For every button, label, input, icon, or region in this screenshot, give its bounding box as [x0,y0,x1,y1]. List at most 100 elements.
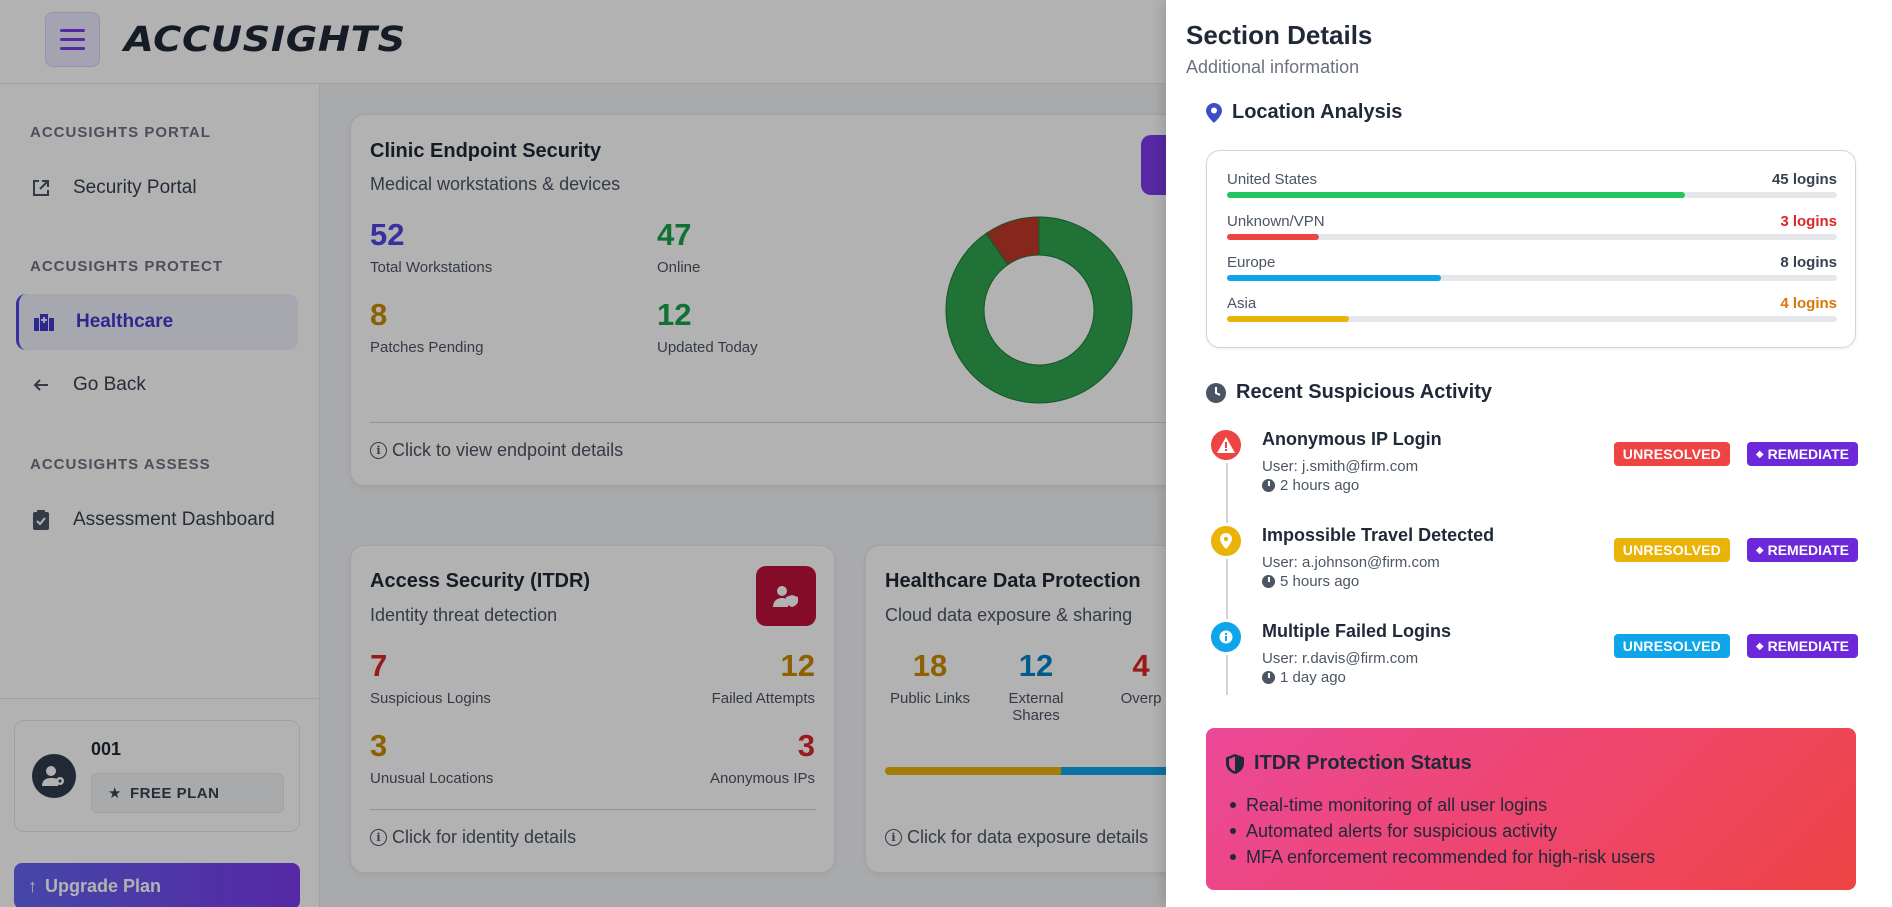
remediate-button[interactable]: ◆ REMEDIATE [1746,442,1858,466]
remediate-button[interactable]: ◆ REMEDIATE [1746,634,1858,658]
metric-label: Patches Pending [370,339,484,356]
info-icon [1208,619,1244,655]
sidebar: ACCUSIGHTS PORTAL Security Portal ACCUSI… [0,84,320,907]
card-divider [370,422,1200,423]
location-bar-track [1227,275,1837,281]
sidebar-item-go-back[interactable]: Go Back [16,357,298,413]
remediate-label: REMEDIATE [1767,542,1849,558]
card-footer-label: Click to view endpoint details [392,440,624,460]
user-card[interactable]: 001 ★ FREE PLAN [14,720,300,832]
activity-time: 5 hours ago [1262,573,1359,590]
clock-icon [1206,382,1226,403]
activity-user: User: j.smith@firm.com [1262,458,1419,475]
data-exposure-bar [885,767,1205,775]
activity-item[interactable]: Impossible Travel Detected User: a.johns… [1208,523,1858,603]
itdr-status-heading: ITDR Protection Status [1226,752,1472,775]
card-footer-label: Click for identity details [392,827,577,847]
activity-item[interactable]: Anonymous IP Login User: j.smith@firm.co… [1208,427,1858,507]
user-name: 001 [91,739,122,759]
clock-icon [1262,575,1275,588]
location-row: United States 45 logins [1227,171,1837,211]
location-bar-fill [1227,234,1319,240]
remediate-label: REMEDIATE [1767,446,1849,462]
sidebar-item-security-portal[interactable]: Security Portal [16,160,298,216]
status-badge: UNRESOLVED [1613,442,1730,466]
card-subtitle: Identity threat detection [370,605,558,625]
endpoint-donut-chart [945,216,1133,404]
list-item: Real-time monitoring of all user logins [1226,792,1655,818]
metric-label: Anonymous IPs [709,770,815,787]
location-bar-fill [1227,275,1441,281]
map-pin-icon [1208,523,1244,559]
arrow-up-icon: ↑ [28,875,37,896]
activity-time: 2 hours ago [1262,477,1359,494]
menu-bar [60,38,85,41]
map-pin-icon [1206,102,1222,123]
public-links-segment [885,767,1061,775]
clock-icon [1262,479,1275,492]
section-title: Recent Suspicious Activity [1236,381,1492,403]
sidebar-item-healthcare[interactable]: Healthcare [16,294,298,350]
location-count: 4 logins [1780,295,1837,312]
sidebar-item-assessment-dashboard[interactable]: Assessment Dashboard [16,492,298,548]
donut-slice-online [945,216,1133,404]
section-details-panel: Section Details Additional information L… [1166,0,1892,907]
status-badge: UNRESOLVED [1613,538,1730,562]
menu-bar [60,47,85,50]
card-footer-label: Click for data exposure details [907,827,1149,847]
info-icon: i [370,442,387,459]
endpoint-security-card[interactable]: Clinic Endpoint Security Medical worksta… [350,114,1210,486]
clock-icon [1262,671,1275,684]
activity-user: User: r.davis@firm.com [1262,650,1419,667]
modal-backdrop[interactable] [0,0,1166,907]
metric-total-workstations: 52 [370,217,405,252]
hamburger-menu-button[interactable] [45,12,100,67]
data-exposure-details-link[interactable]: i Click for data exposure details [885,827,1148,848]
metric-public-links: 18 [912,648,948,683]
location-bar-fill [1227,192,1685,198]
metric-failed-attempts: 12 [780,648,815,683]
location-bar-fill [1227,316,1349,322]
metric-label: Public Links [889,690,971,707]
card-divider [370,809,816,810]
menu-bar [60,29,85,32]
metric-patches-pending: 8 [370,297,388,332]
timeline-line [1226,455,1228,695]
hospital-icon [33,311,55,333]
upgrade-plan-button[interactable]: ↑ Upgrade Plan [14,863,300,907]
location-bar-track [1227,316,1837,322]
metric-unusual-locations: 3 [370,728,388,763]
metric-label: Failed Attempts [711,690,815,707]
metric-label: Online [657,259,701,276]
metric-label: External Shares [1008,690,1064,724]
activity-user: User: a.johnson@firm.com [1262,554,1440,571]
activity-time-label: 5 hours ago [1280,573,1360,590]
activity-title: Anonymous IP Login [1262,429,1442,449]
app-logo[interactable]: ACCUSIGHTS [124,20,406,60]
avatar [32,754,76,798]
shield-icon: ◆ [1755,448,1764,460]
location-analysis-box: United States 45 logins Unknown/VPN 3 lo… [1206,150,1856,348]
warning-icon [1208,427,1244,463]
activity-item[interactable]: Multiple Failed Logins User: r.davis@fir… [1208,619,1858,699]
remediate-button[interactable]: ◆ REMEDIATE [1746,538,1858,562]
external-link-icon [30,177,52,199]
identity-details-link[interactable]: i Click for identity details [370,827,576,848]
activity-title: Impossible Travel Detected [1262,525,1495,545]
metric-overprivileged: 4 [1132,648,1150,683]
card-title: Clinic Endpoint Security [370,140,602,162]
panel-title: Section Details [1186,20,1373,50]
endpoint-details-link[interactable]: i Click to view endpoint details [370,440,623,461]
section-title: ITDR Protection Status [1254,752,1472,774]
list-item: Automated alerts for suspicious activity [1226,818,1655,844]
sidebar-section-assess: ACCUSIGHTS ASSESS [30,456,211,473]
access-security-card[interactable]: Access Security (ITDR) Identity threat d… [350,545,835,873]
status-badge: UNRESOLVED [1613,634,1730,658]
location-row: Unknown/VPN 3 logins [1227,213,1837,253]
itdr-protection-status-box: ITDR Protection Status Real-time monitor… [1206,728,1856,890]
location-name: Asia [1227,295,1257,312]
shield-icon: ◆ [1755,640,1764,652]
external-shares-segment [1061,767,1205,775]
panel-subtitle: Additional information [1186,57,1360,77]
activity-title: Multiple Failed Logins [1262,621,1451,641]
